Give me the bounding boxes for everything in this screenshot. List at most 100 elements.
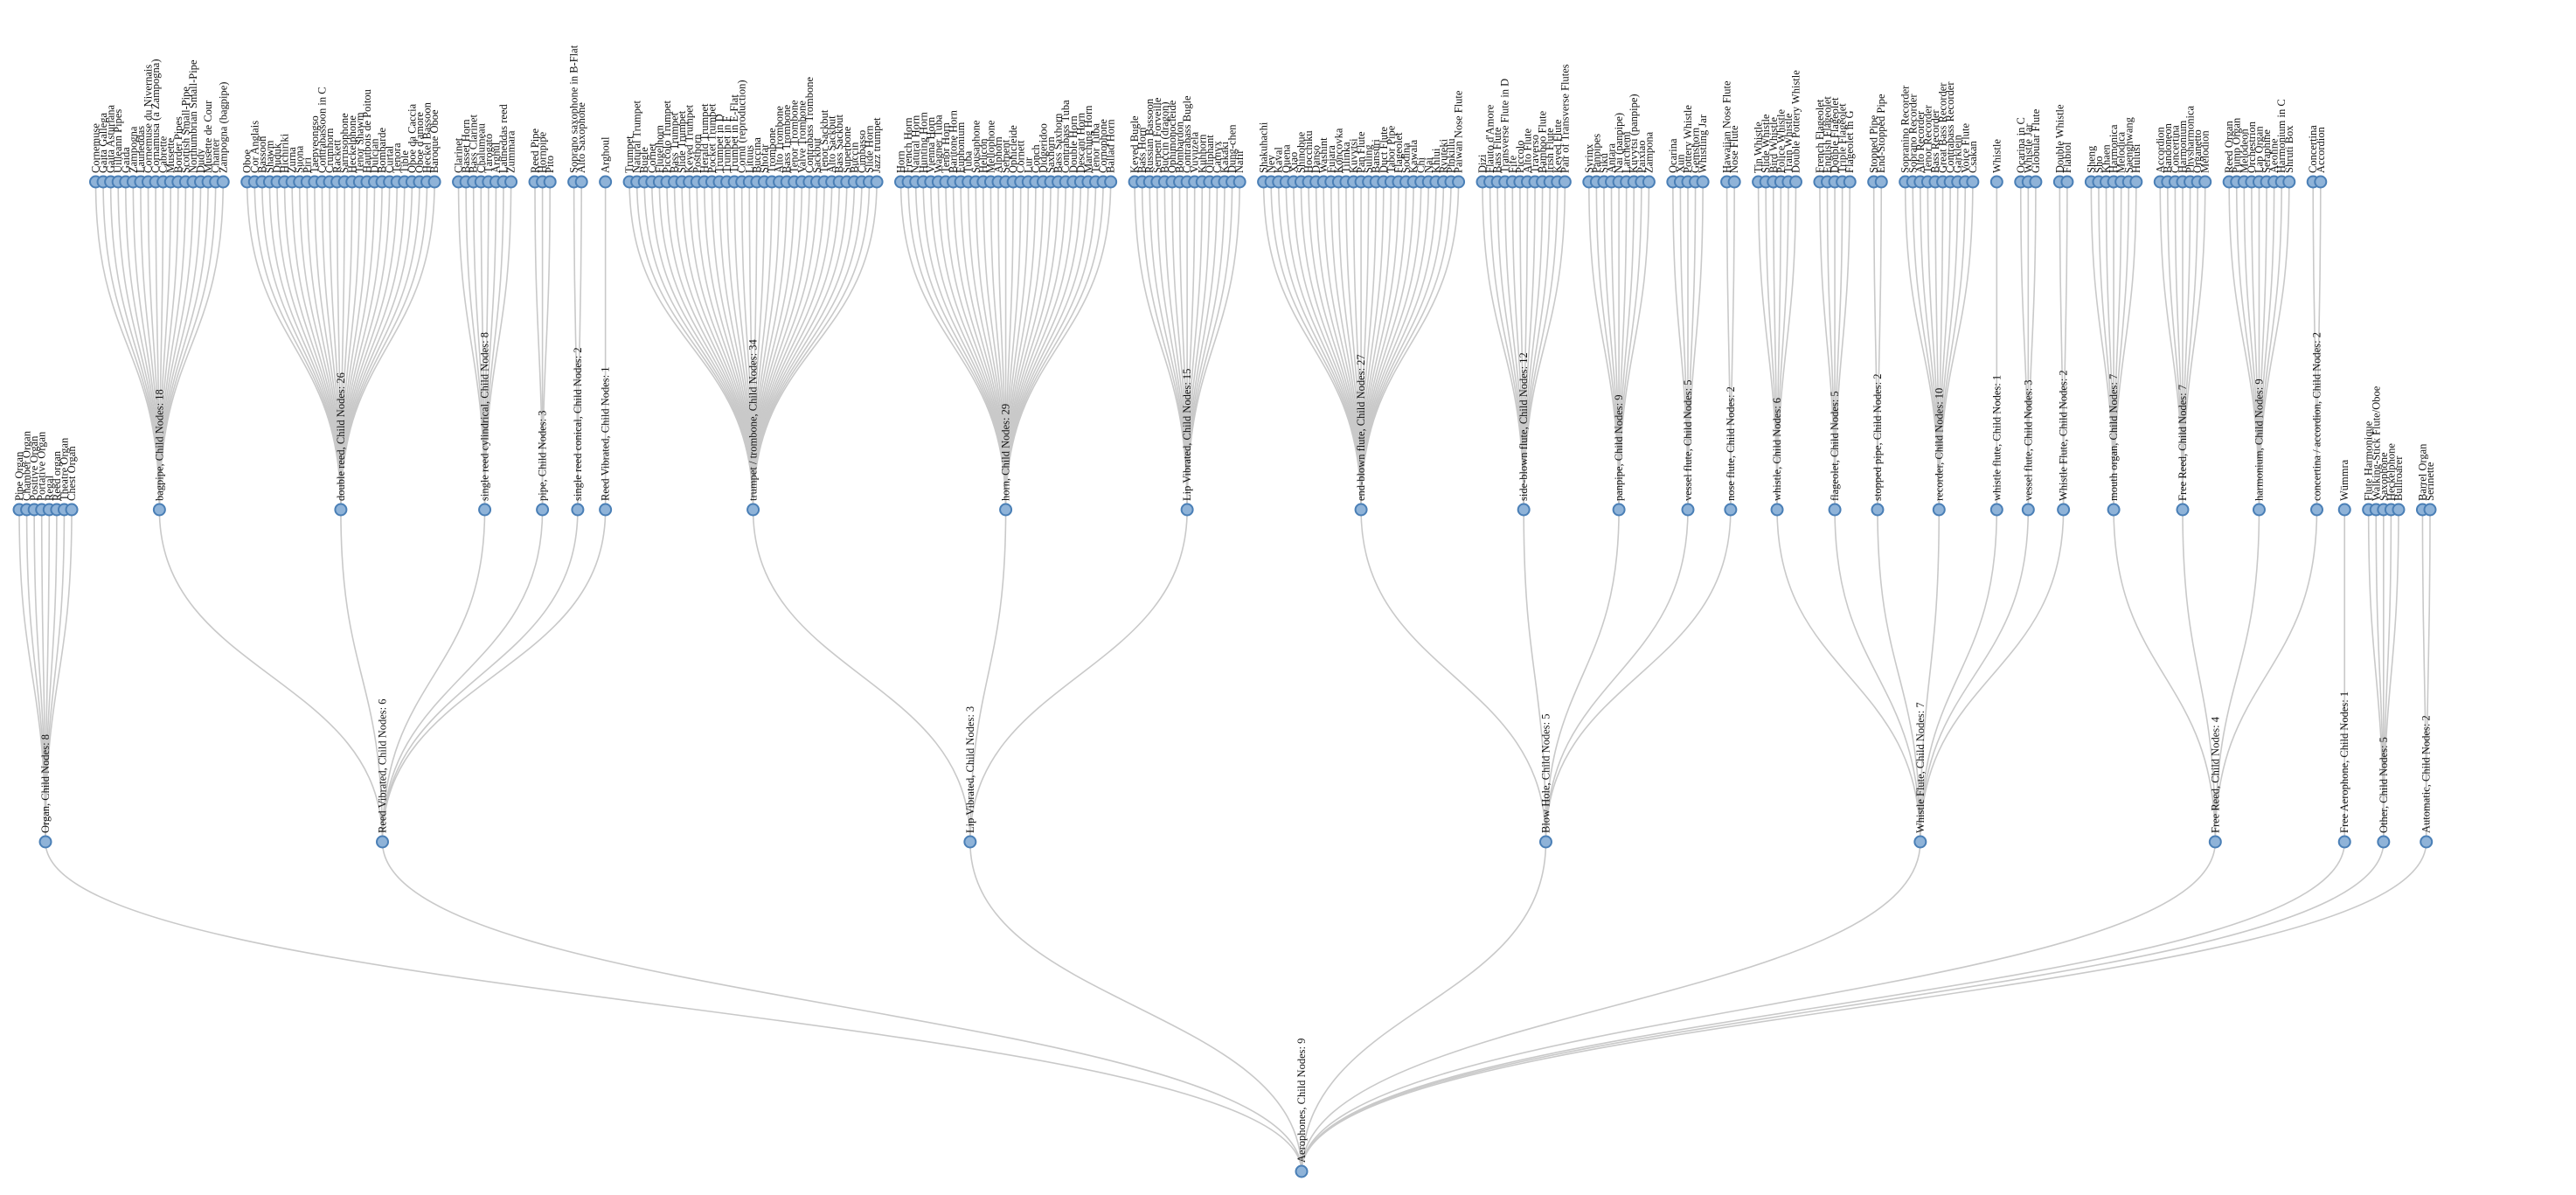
- tree-node-vessel-flute-child-nodes-3[interactable]: vessel flute, Child Nodes: 3: [2021, 379, 2035, 517]
- node-circle[interactable]: [376, 835, 390, 849]
- node-circle[interactable]: [1612, 503, 1626, 517]
- tree-node-side-blown-flute-child-nodes-12[interactable]: side-blown flute, Child Nodes: 12: [1517, 352, 1531, 517]
- tree-node-double-pottery-whistle[interactable]: Double Pottery Whistle: [1788, 70, 1802, 189]
- node-circle[interactable]: [1828, 503, 1842, 517]
- tree-node-ophimonocleide[interactable]: Ophimonocleide: [1165, 100, 1179, 189]
- tree-node-nose-flute-child-nodes-2[interactable]: nose flute, Child Nodes: 2: [1724, 386, 1738, 517]
- node-circle[interactable]: [216, 175, 230, 189]
- tree-node-vessel-flute-child-nodes-5[interactable]: vessel flute, Child Nodes: 5: [1681, 379, 1695, 517]
- node-circle[interactable]: [1681, 503, 1695, 517]
- node-circle[interactable]: [1642, 175, 1656, 189]
- tree-node-recorder-child-nodes-10[interactable]: recorder, Child Nodes: 10: [1932, 388, 1946, 517]
- tree-node-reed-vibrated-child-nodes-6[interactable]: Reed Vibrated, Child Nodes: 6: [376, 698, 390, 849]
- tree-node-bagpipe-child-nodes-18[interactable]: bagpipe, Child Nodes: 18: [152, 389, 166, 517]
- tree-node-hornpipe[interactable]: Hornpipe: [536, 131, 550, 189]
- node-circle[interactable]: [1517, 503, 1531, 517]
- node-circle[interactable]: [1727, 175, 1741, 189]
- tree-node-natural-trumpet[interactable]: Natural Trumpet: [630, 100, 644, 189]
- tree-node-single-reed-cylindrical-child-nodes-8[interactable]: single reed cylindrical, Child Nodes: 8: [478, 332, 492, 517]
- node-circle[interactable]: [746, 503, 760, 517]
- node-circle[interactable]: [2029, 175, 2043, 189]
- node-circle[interactable]: [1770, 503, 1784, 517]
- tree-node-pito[interactable]: Pito: [543, 156, 557, 189]
- node-circle[interactable]: [1232, 175, 1246, 189]
- tree-node-zampogna-bagpipe[interactable]: Zampogna (bagpipe): [216, 82, 230, 189]
- tree-node-hichiriki[interactable]: Hichiriki: [278, 133, 292, 189]
- node-circle[interactable]: [999, 503, 1013, 517]
- tree-node-alto-trombone[interactable]: Alto Trombone: [773, 106, 787, 189]
- node-circle[interactable]: [1989, 175, 2003, 189]
- tree-node-shofar[interactable]: Shofar: [757, 143, 771, 189]
- node-circle[interactable]: [2377, 835, 2391, 849]
- node-circle[interactable]: [1180, 503, 1194, 517]
- tree-node-carnyx[interactable]: Carnyx: [1210, 140, 1224, 189]
- tree-node-w-mmra[interactable]: Wümmra: [2337, 459, 2351, 517]
- tree-node-flabiol[interactable]: Flabiol: [2060, 142, 2074, 189]
- tree-node-clarinet[interactable]: Clarinet: [452, 137, 466, 189]
- tree-node-whistling-jar[interactable]: Whistling Jar: [1696, 114, 1710, 189]
- tree-node-whistle-flute-child-nodes-7[interactable]: Whistle Flute, Child Nodes: 7: [1913, 702, 1927, 849]
- tree-node-accordion[interactable]: Accordion: [2314, 126, 2328, 189]
- node-circle[interactable]: [1354, 503, 1368, 517]
- tree-node-aerophones-child-nodes-9[interactable]: Aerophones, Child Nodes: 9: [1295, 1039, 1309, 1178]
- tree-node-panpipe-child-nodes-9[interactable]: panpipe, Child Nodes: 9: [1612, 394, 1626, 517]
- node-circle[interactable]: [478, 503, 492, 517]
- tree-node-sheng[interactable]: Sheng: [2084, 145, 2098, 189]
- tree-node-nafir[interactable]: Nafir: [1232, 149, 1246, 189]
- node-circle[interactable]: [1452, 175, 1466, 189]
- tree-node-zummara[interactable]: Zummara: [504, 130, 518, 189]
- tree-node-mouth-organ-child-nodes-7[interactable]: mouth organ, Child Nodes: 7: [2107, 374, 2121, 517]
- tree-node-whistle-child-nodes-6[interactable]: whistle, Child Nodes: 6: [1770, 398, 1784, 517]
- tree-node-melodion[interactable]: Melodion: [2198, 130, 2212, 189]
- tree-node-chest-organ[interactable]: Chest Organ: [65, 446, 79, 517]
- node-circle[interactable]: [1788, 175, 1802, 189]
- node-circle[interactable]: [2107, 503, 2121, 517]
- tree-node-whistle-flute-child-nodes-1[interactable]: whistle flute, Child Nodes: 1: [1989, 375, 2003, 517]
- tree-node-garklein[interactable]: Garklein: [1951, 135, 1965, 189]
- tree-node-reed-vibrated-child-nodes-1[interactable]: Reed Vibrated, Child Nodes: 1: [599, 366, 613, 517]
- node-circle[interactable]: [2423, 503, 2437, 517]
- node-circle[interactable]: [1724, 503, 1738, 517]
- node-circle[interactable]: [2310, 503, 2324, 517]
- node-circle[interactable]: [2314, 175, 2328, 189]
- node-circle[interactable]: [152, 503, 166, 517]
- tree-node-dizi[interactable]: Dizi: [1475, 154, 1489, 189]
- node-circle[interactable]: [1874, 175, 1888, 189]
- tree-node-trumpet-trombone-child-nodes-34[interactable]: trumpet / trombone, Child Nodes: 34: [746, 339, 760, 517]
- node-circle[interactable]: [1295, 1164, 1309, 1178]
- tree-node-soprano-saxophone-in-b-flat[interactable]: Soprano saxophone in B-Flat: [567, 45, 581, 189]
- tree-node-kuvytsi-panpipe[interactable]: Kuvytsi (panpipe): [1627, 94, 1641, 189]
- node-circle[interactable]: [334, 503, 348, 517]
- node-circle[interactable]: [2420, 835, 2434, 849]
- node-circle[interactable]: [2129, 175, 2143, 189]
- tree-node-serinette[interactable]: Serinette: [2423, 462, 2437, 517]
- tree-node-concertina-accordion-child-nodes-2[interactable]: concertina / accordion, Child Nodes: 2: [2310, 332, 2324, 517]
- tree-node-koncovka[interactable]: Koncovka: [1331, 128, 1345, 189]
- node-circle[interactable]: [599, 175, 613, 189]
- node-circle[interactable]: [2252, 503, 2266, 517]
- tree-node-stopped-pipe-child-nodes-2[interactable]: stopped pipe, Child Nodes: 2: [1871, 374, 1885, 517]
- tree-node-automatic-child-nodes-2[interactable]: Automatic, Child Nodes: 2: [2420, 715, 2434, 849]
- tree-node-baroque-oboe[interactable]: Baroque Oboe: [427, 109, 441, 189]
- node-circle[interactable]: [963, 835, 977, 849]
- tree-node-free-aerophone-child-nodes-1[interactable]: Free Aerophone, Child Nodes: 1: [2337, 691, 2351, 849]
- tree-node-end-stopped-pipe[interactable]: End-Stopped Pipe: [1874, 94, 1888, 189]
- node-circle[interactable]: [1913, 835, 1927, 849]
- node-circle[interactable]: [2337, 503, 2351, 517]
- tree-node-buccin[interactable]: Buccin: [847, 142, 861, 189]
- tree-node-lip-vibrated-child-nodes-15[interactable]: Lip Vibrated, Child Nodes: 15: [1180, 369, 1194, 517]
- tree-node-globular-flute[interactable]: Globular Flute: [2029, 108, 2043, 189]
- node-circle[interactable]: [571, 503, 585, 517]
- node-circle[interactable]: [1104, 175, 1118, 189]
- tree-node-other-child-nodes-5[interactable]: Other, Child Nodes: 5: [2377, 737, 2391, 849]
- tree-node-organ-child-nodes-8[interactable]: Organ, Child Nodes: 8: [38, 734, 52, 849]
- tree-node-free-reed-child-nodes-7[interactable]: Free Reed, Child Nodes: 7: [2176, 385, 2190, 517]
- node-circle[interactable]: [2057, 503, 2071, 517]
- node-circle[interactable]: [2208, 835, 2222, 849]
- tree-node-nose-flute[interactable]: Nose Flute: [1727, 125, 1741, 189]
- tree-node-lip-vibrated-child-nodes-3[interactable]: Lip Vibrated, Child Nodes: 3: [963, 706, 977, 849]
- tree-node-portative-organ[interactable]: Portative Organ: [35, 431, 49, 517]
- node-circle[interactable]: [2337, 835, 2351, 849]
- tree-node-pipe-child-nodes-3[interactable]: pipe, Child Nodes: 3: [536, 411, 550, 517]
- tree-node-whistle-flute-child-nodes-2[interactable]: Whistle Flute, Child Nodes: 2: [2057, 370, 2071, 517]
